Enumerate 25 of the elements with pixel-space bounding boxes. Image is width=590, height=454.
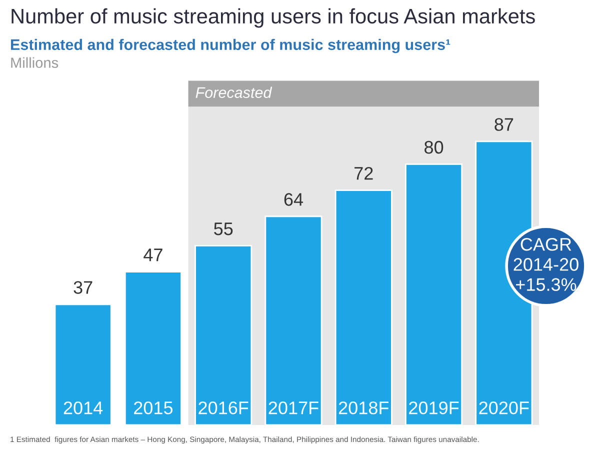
data-label: 47 (144, 248, 162, 262)
bar (54, 304, 112, 425)
x-tick-label: 2015 (134, 401, 173, 414)
band-label: Forecasted (196, 86, 272, 98)
bar (124, 271, 182, 425)
chart-subtitle: Estimated and forecasted number of music streaming users¹ (11, 38, 450, 54)
data-label: 55 (214, 222, 233, 236)
x-tick-label: 2020F (479, 401, 529, 414)
bar (334, 190, 392, 425)
text: Millions (11, 57, 58, 68)
data-label: 37 (74, 281, 92, 294)
data-label: 80 (424, 140, 444, 154)
bar (194, 245, 252, 425)
data-label: 87 (494, 118, 514, 131)
bar (405, 164, 463, 425)
x-tick-label: 2018F (338, 401, 389, 414)
data-label: 72 (354, 166, 373, 180)
chart-title: Number of music streaming users in focus Asian markets (12, 8, 535, 28)
annotation: CAGR 2014-20 +15.3% (514, 238, 578, 291)
data-label: 64 (284, 193, 304, 206)
x-tick-label: 2014 (64, 401, 103, 414)
x-tick-label: 2016F (198, 401, 248, 414)
x-tick-label: 2019F (409, 401, 459, 414)
x-tick-label: 2017F (268, 401, 318, 414)
bar (264, 216, 322, 425)
